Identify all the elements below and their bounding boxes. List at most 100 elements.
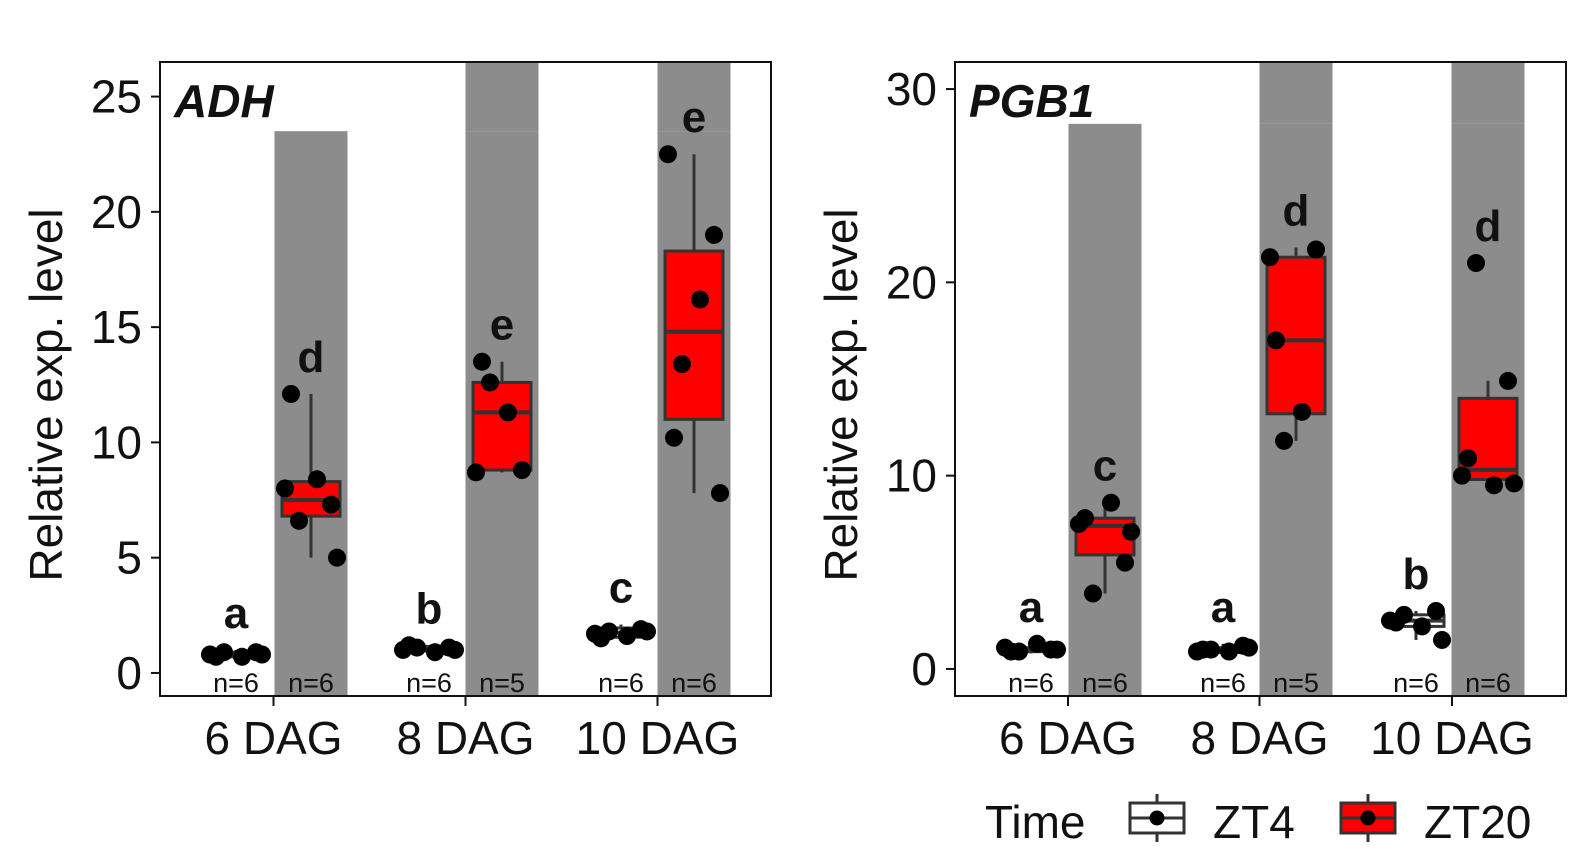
data-point (665, 428, 683, 447)
night-shading-top-8dag (1259, 62, 1333, 124)
significance-letter: d (298, 333, 325, 382)
sample-size-label: n=6 (406, 668, 452, 698)
x-tick-label: 10 DAG (576, 712, 740, 764)
data-point (1433, 630, 1451, 649)
significance-letter: c (609, 564, 633, 613)
significance-letter: a (224, 589, 249, 638)
panel-pgb1: 0 10 20 30 6 DAG 8 DAG 10 DAG Relative exp. lev… (815, 61, 1567, 764)
data-point (711, 484, 729, 503)
legend-label-zt20: ZT20 (1424, 796, 1531, 848)
data-point (276, 479, 294, 498)
data-point (1453, 466, 1471, 485)
data-point (1002, 642, 1020, 661)
significance-letter: b (1403, 550, 1430, 599)
significance-letter: a (1211, 583, 1236, 632)
data-point (1505, 474, 1523, 493)
night-shading-top-10dag (657, 62, 731, 132)
significance-letter: c (1093, 442, 1117, 491)
data-point (1028, 634, 1046, 653)
x-tick-label: 8 DAG (1190, 712, 1328, 764)
y-tick-label: 0 (116, 647, 142, 699)
data-point (499, 403, 517, 422)
y-tick-label: 25 (91, 71, 142, 123)
data-point (1076, 509, 1094, 528)
data-point (308, 470, 326, 489)
data-point (290, 511, 308, 530)
data-point (1116, 553, 1134, 572)
significance-letter: a (1019, 583, 1044, 632)
data-point (638, 622, 656, 641)
night-shading-1 (1068, 123, 1142, 697)
data-point (1459, 449, 1477, 468)
sample-size-label: n=6 (213, 668, 259, 698)
box-group-zt4-6dag: a n=6 (996, 583, 1066, 698)
significance-letter: b (416, 584, 443, 633)
significance-letter: d (1283, 187, 1310, 236)
data-point (1194, 640, 1212, 659)
significance-letter: d (1475, 202, 1502, 251)
sample-size-label: n=6 (1200, 668, 1246, 698)
panel-adh: 0 5 10 15 20 25 6 DAG 8 DAG 10 DAG Relative exp. … (20, 61, 772, 764)
data-point (446, 640, 464, 659)
box-group-zt4-6dag: a n=6 (201, 589, 271, 698)
night-shading-top-10dag (1451, 62, 1525, 124)
data-point (473, 352, 491, 371)
x-tick-label: 8 DAG (396, 712, 534, 764)
sample-size-label: n=6 (1465, 668, 1511, 698)
data-point (1485, 476, 1503, 495)
data-point (618, 627, 636, 646)
data-point (400, 636, 418, 655)
data-point (1275, 431, 1293, 450)
box (1457, 396, 1519, 482)
significance-letter: e (682, 93, 706, 142)
data-point (1293, 402, 1311, 421)
sample-size-label: n=6 (598, 668, 644, 698)
panels: 0 5 10 15 20 25 6 DAG 8 DAG 10 DAG Relative exp. … (20, 61, 1567, 764)
sample-size-label: n=6 (1082, 668, 1128, 698)
box-group-zt20-10dag: e n=6 (659, 93, 729, 698)
box (471, 380, 533, 472)
y-tick-label: 20 (886, 256, 937, 308)
box-group-zt20-8dag: e n=5 (467, 301, 533, 698)
data-point (1267, 331, 1285, 350)
data-point (1084, 584, 1102, 603)
sample-size-label: n=6 (671, 668, 717, 698)
x-tick-label: 10 DAG (1370, 712, 1534, 764)
box-group-zt20-10dag: d n=6 (1453, 202, 1523, 698)
data-point (592, 629, 610, 648)
data-point (233, 647, 251, 666)
data-point (481, 373, 499, 392)
box-group-zt4-8dag: b n=6 (394, 584, 464, 698)
legend-key-zt4 (1128, 794, 1186, 842)
data-point (659, 145, 677, 164)
y-tick-label: 0 (911, 643, 937, 695)
legend-label-zt4: ZT4 (1213, 796, 1295, 848)
data-point (1240, 638, 1258, 657)
box (663, 249, 725, 421)
data-point (467, 463, 485, 482)
data-point (513, 461, 531, 480)
y-tick-label: 15 (91, 301, 142, 353)
y-axis-title: Relative exp. level (815, 208, 867, 581)
data-point (1048, 640, 1066, 659)
y-tick-label: 10 (886, 450, 937, 502)
data-point (1122, 522, 1140, 541)
box-group-zt20-6dag: c n=6 (1070, 442, 1140, 698)
y-axis-title: Relative exp. level (20, 208, 72, 581)
data-point (1261, 248, 1279, 267)
box-group-zt4-8dag: a n=6 (1188, 583, 1258, 698)
data-point (1220, 642, 1238, 661)
data-point (691, 290, 709, 309)
data-point (1307, 240, 1325, 259)
data-point (1387, 613, 1405, 632)
data-point (1427, 601, 1445, 620)
y-tick-label: 5 (116, 532, 142, 584)
sample-size-label: n=6 (1008, 668, 1054, 698)
data-point (1102, 493, 1120, 512)
panel-title: PGB1 (969, 75, 1094, 127)
data-point (207, 647, 225, 666)
data-point (282, 384, 300, 403)
sample-size-label: n=6 (1393, 668, 1439, 698)
x-tick-label: 6 DAG (204, 712, 342, 764)
